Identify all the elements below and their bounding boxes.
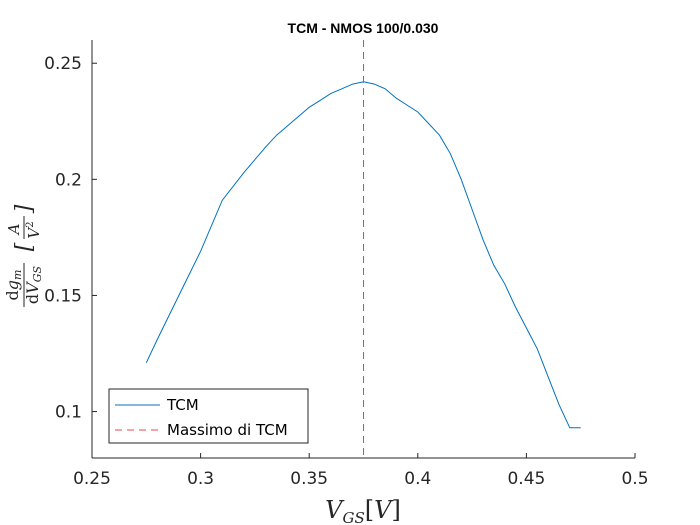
x-tick-label: 0.5: [621, 469, 648, 489]
legend-label-massimo: Massimo di TCM: [167, 421, 288, 439]
svg-text:[: [: [12, 242, 37, 251]
svg-text:dVGS: dVGS: [23, 265, 44, 304]
legend-label-tcm: TCM: [166, 396, 199, 414]
x-tick-label: 0.35: [290, 469, 328, 489]
x-tick-label: 0.4: [404, 469, 431, 489]
x-tick-label: 0.45: [507, 469, 545, 489]
series-layer: [145, 40, 581, 458]
y-tick-label: 0.15: [44, 286, 82, 306]
svg-text:V2: V2: [25, 221, 43, 238]
x-ticks: 0.25 0.3 0.35 0.4 0.45 0.5: [73, 453, 649, 489]
y-tick-label: 0.2: [55, 170, 82, 190]
chart-title: TCM - NMOS 100/0.030: [288, 20, 439, 36]
svg-text:]: ]: [12, 204, 37, 214]
series-line-tcm: [145, 81, 581, 429]
legend-box: [108, 388, 309, 444]
legend: TCM Massimo di TCM: [108, 388, 309, 444]
x-tick-label: 0.25: [73, 469, 111, 489]
svg-text:dgm: dgm: [3, 270, 24, 301]
svg-text:A: A: [5, 223, 23, 236]
y-axis-label: dgm dVGS [ A V2 ]: [3, 204, 44, 307]
axes: [91, 40, 635, 459]
x-axis-label: VGS[V]: [325, 496, 401, 525]
plot-content: [145, 40, 581, 458]
y-ticks: 0.1 0.15 0.2 0.25: [44, 54, 97, 423]
x-tick-label: 0.3: [187, 469, 214, 489]
y-tick-label: 0.1: [55, 403, 82, 423]
y-tick-label: 0.25: [44, 54, 82, 74]
